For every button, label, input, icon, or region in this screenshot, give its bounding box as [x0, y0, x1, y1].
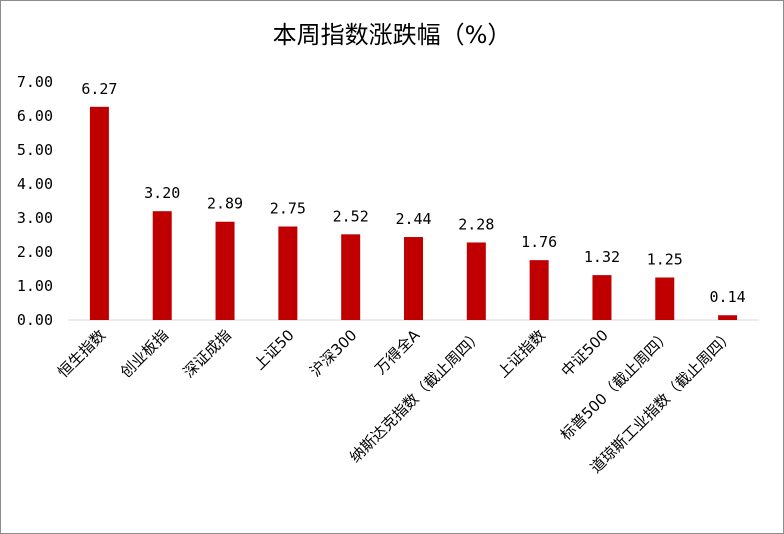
y-tick-label: 1.00 — [17, 277, 53, 295]
data-label: 1.76 — [521, 233, 557, 251]
chart-title: 本周指数涨跌幅（%） — [272, 21, 512, 49]
y-tick-label: 4.00 — [17, 175, 53, 193]
data-label: 3.20 — [144, 184, 180, 202]
bar — [152, 211, 172, 320]
y-tick-label: 0.00 — [17, 311, 53, 329]
bar — [529, 260, 549, 320]
category-label: 中证500 — [558, 326, 612, 380]
data-label: 1.32 — [584, 248, 620, 266]
y-tick-label: 5.00 — [17, 141, 53, 159]
data-label: 0.14 — [710, 288, 746, 306]
category-label: 上证50 — [250, 326, 297, 373]
bar — [89, 106, 109, 320]
y-tick-label: 2.00 — [17, 243, 53, 261]
data-label: 2.75 — [270, 200, 306, 218]
data-label: 2.44 — [395, 210, 431, 228]
bar — [404, 237, 423, 320]
y-tick-label: 3.00 — [17, 209, 53, 227]
category-label: 恒生指数 — [54, 326, 109, 381]
data-label: 6.27 — [81, 80, 117, 98]
bar — [718, 315, 738, 320]
category-label: 万得全A — [372, 326, 424, 378]
bar — [592, 275, 612, 320]
category-label: 深证成指 — [180, 326, 235, 381]
y-tick-label: 6.00 — [17, 107, 53, 125]
data-label: 2.89 — [207, 195, 243, 213]
category-label: 标普500（截止周四） — [557, 326, 675, 444]
bar — [278, 226, 298, 320]
y-tick-label: 7.00 — [17, 73, 53, 91]
bar — [215, 221, 235, 320]
data-label: 1.25 — [647, 251, 683, 269]
data-label: 2.52 — [333, 207, 369, 225]
category-label: 上证指数 — [494, 326, 549, 381]
category-label: 创业板指 — [117, 326, 172, 381]
category-label: 纳斯达克指数（截止周四） — [346, 326, 486, 466]
data-label: 2.28 — [458, 215, 494, 233]
bar — [341, 234, 361, 320]
bar — [466, 242, 486, 320]
bar — [655, 277, 675, 320]
category-label: 沪深300 — [306, 326, 360, 380]
